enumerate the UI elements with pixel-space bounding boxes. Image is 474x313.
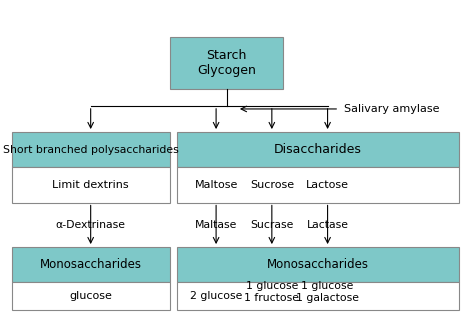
Text: Short branched polysaccharides: Short branched polysaccharides <box>3 145 179 155</box>
Text: Sucrose: Sucrose <box>250 180 294 190</box>
Text: Maltose: Maltose <box>194 180 238 190</box>
Bar <box>170 37 283 89</box>
Text: Sucrase: Sucrase <box>250 220 293 230</box>
Text: Starch
Glycogen: Starch Glycogen <box>197 49 256 77</box>
Text: Lactase: Lactase <box>307 220 348 230</box>
Bar <box>12 247 170 282</box>
Bar <box>12 167 170 203</box>
Text: Salivary amylase: Salivary amylase <box>344 104 439 114</box>
Text: Limit dextrins: Limit dextrins <box>52 180 129 190</box>
Text: Disaccharides: Disaccharides <box>273 143 362 156</box>
Bar <box>177 247 458 282</box>
Text: 2 glucose: 2 glucose <box>190 291 242 301</box>
Bar <box>12 132 170 167</box>
Bar <box>12 282 170 310</box>
Bar <box>177 132 458 167</box>
Text: Monosaccharides: Monosaccharides <box>40 258 142 271</box>
Bar <box>177 167 458 203</box>
Text: 1 glucose
1 galactose: 1 glucose 1 galactose <box>296 281 359 303</box>
Text: Maltase: Maltase <box>195 220 237 230</box>
Text: glucose: glucose <box>69 291 112 301</box>
Text: Monosaccharides: Monosaccharides <box>266 258 369 271</box>
Bar <box>177 282 458 310</box>
Text: Lactose: Lactose <box>306 180 349 190</box>
Text: 1 glucose
1 fructose: 1 glucose 1 fructose <box>244 281 300 303</box>
Text: α-Dextrinase: α-Dextrinase <box>55 220 126 230</box>
